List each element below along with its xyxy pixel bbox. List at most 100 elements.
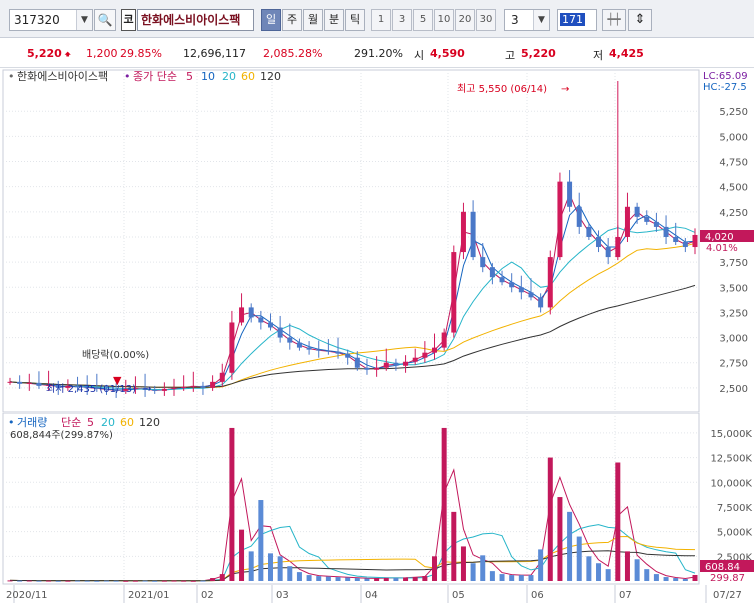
candle-body (229, 322, 235, 373)
candle-body (682, 242, 688, 248)
candle-body (528, 292, 534, 298)
candle-body (596, 236, 602, 248)
volume-tick-label: 7,500K (717, 503, 753, 514)
search-icon: 🔍 (97, 13, 113, 27)
volume-bar (644, 569, 650, 581)
candle-body (644, 216, 650, 222)
x-axis-label: 07/27 (713, 590, 742, 601)
volume-bar (547, 457, 553, 581)
price-tick-label: 2,500 (719, 384, 748, 395)
price-legend-ma-label: 종가 단순 (133, 70, 177, 83)
volume-bar (287, 566, 293, 581)
volume-tick-label: 15,000K (710, 429, 752, 440)
candle-body (538, 297, 544, 308)
vol-legend-ma-20: 20 (101, 416, 115, 429)
bar-count-input[interactable]: 171 (557, 9, 597, 31)
candle-toggle-button[interactable]: ┿┿ (602, 9, 626, 31)
volume-bar (55, 580, 61, 582)
price-tick-label: 3,250 (719, 308, 748, 319)
vol-legend-ma-120: 120 (139, 416, 160, 429)
volume-bar (460, 546, 466, 581)
period-minute-button[interactable]: 분 (324, 9, 344, 31)
volume-bar (316, 576, 322, 581)
volume-bar (277, 556, 283, 581)
candle-body (460, 211, 466, 253)
candle-body (422, 352, 428, 358)
candle-body (161, 388, 167, 391)
current-volume-label: 608.84 (705, 562, 740, 573)
volume-chart[interactable]: 2,500K5,000K7,500K10,000K12,500K15,000K … (0, 412, 754, 585)
candle-body (219, 372, 225, 382)
chevron-down-icon[interactable]: ▼ (533, 10, 549, 30)
candle-body (316, 349, 322, 351)
minute-30-button[interactable]: 30 (476, 9, 496, 31)
candle-body (383, 362, 389, 368)
chevron-down-icon[interactable]: ▼ (76, 10, 92, 30)
price-chart-panel[interactable]: 2,5002,7503,0003,2503,5003,7504,0004,250… (0, 68, 754, 413)
volume-bar (412, 577, 418, 581)
quote-strip: 5,220 🠹 1,200 29.85% 12,696,117 2,085.28… (0, 38, 754, 68)
volume-bar (94, 580, 100, 582)
volume-chart-panel[interactable]: 2,500K 5,000K 7,500K 10,000K 12,500K 15,000K … (0, 412, 754, 585)
minute-20-button[interactable]: 20 (455, 9, 475, 31)
market-tag: 코 (121, 9, 136, 31)
candle-body (210, 381, 216, 388)
volume-bar (239, 529, 245, 581)
volume-bar (17, 580, 23, 582)
candle-toggle-icon: ┿┿ (607, 13, 621, 26)
candle-body (557, 181, 563, 258)
volume-value: 12,696,117 (183, 47, 246, 60)
candle-body (451, 252, 457, 333)
minute-5-button[interactable]: 5 (413, 9, 433, 31)
candle-body (518, 287, 524, 293)
volume-bar (190, 580, 196, 582)
volume-bar (306, 575, 312, 581)
price-chart[interactable]: 2,5002,7503,0003,2503,5003,7504,0004,250… (0, 68, 754, 413)
stock-code-input[interactable]: 317320 ▼ (9, 9, 93, 31)
volume-bar (441, 427, 447, 581)
period-week-button[interactable]: 주 (282, 9, 302, 31)
current-price: 5,220 (27, 47, 62, 60)
current-price-label: 4,020 (705, 232, 734, 243)
volume-bar (528, 575, 534, 581)
current-price-pct: 4.01% (706, 243, 738, 254)
candle-body (181, 386, 187, 388)
minute-1-button[interactable]: 1 (371, 9, 391, 31)
period-day-button[interactable]: 일 (261, 9, 281, 31)
volume-bar (354, 578, 360, 581)
volume-tick-label: 10,000K (710, 478, 752, 489)
candle-body (586, 226, 592, 237)
vertical-resize-button[interactable]: ⇕ (628, 9, 652, 31)
candle-body (190, 385, 196, 387)
candle-body (692, 234, 698, 248)
candle-body (489, 267, 495, 278)
volume-bar (567, 511, 573, 581)
volume-bar (210, 578, 216, 581)
search-button[interactable]: 🔍 (94, 9, 116, 31)
bar-count-value: 171 (560, 13, 585, 26)
volume-bar (383, 577, 389, 581)
candle-body (403, 361, 409, 366)
interval-select[interactable]: 3 ▼ (504, 9, 550, 31)
volume-bar (132, 580, 138, 582)
legend-ma-60: 60 (241, 70, 255, 83)
price-tick-label: 4,500 (719, 183, 748, 194)
x-axis: 2020/11 2021/01 02 03 04 05 06 07 07/27 (0, 585, 754, 603)
candle-body (325, 350, 331, 352)
period-month-button[interactable]: 월 (303, 9, 323, 31)
low-price: 4,425 (609, 47, 644, 60)
candle-body (94, 387, 100, 389)
volume-legend-ma-label: 단순 (61, 416, 81, 429)
period-tick-button[interactable]: 틱 (345, 9, 365, 31)
minute-10-button[interactable]: 10 (434, 9, 454, 31)
volume-bar (663, 577, 669, 581)
candle-body (17, 381, 23, 384)
toolbar: 317320 ▼ 🔍 코 한화에스비아이스팩 일 주 월 분 틱 1 3 5 1… (0, 0, 754, 38)
candle-body (152, 389, 158, 391)
minute-3-button[interactable]: 3 (392, 9, 412, 31)
volume-bar (673, 578, 679, 581)
candle-body (509, 282, 515, 288)
volume-bar (123, 580, 129, 582)
volume-bar (364, 578, 370, 581)
x-axis-label: 04 (365, 590, 378, 601)
